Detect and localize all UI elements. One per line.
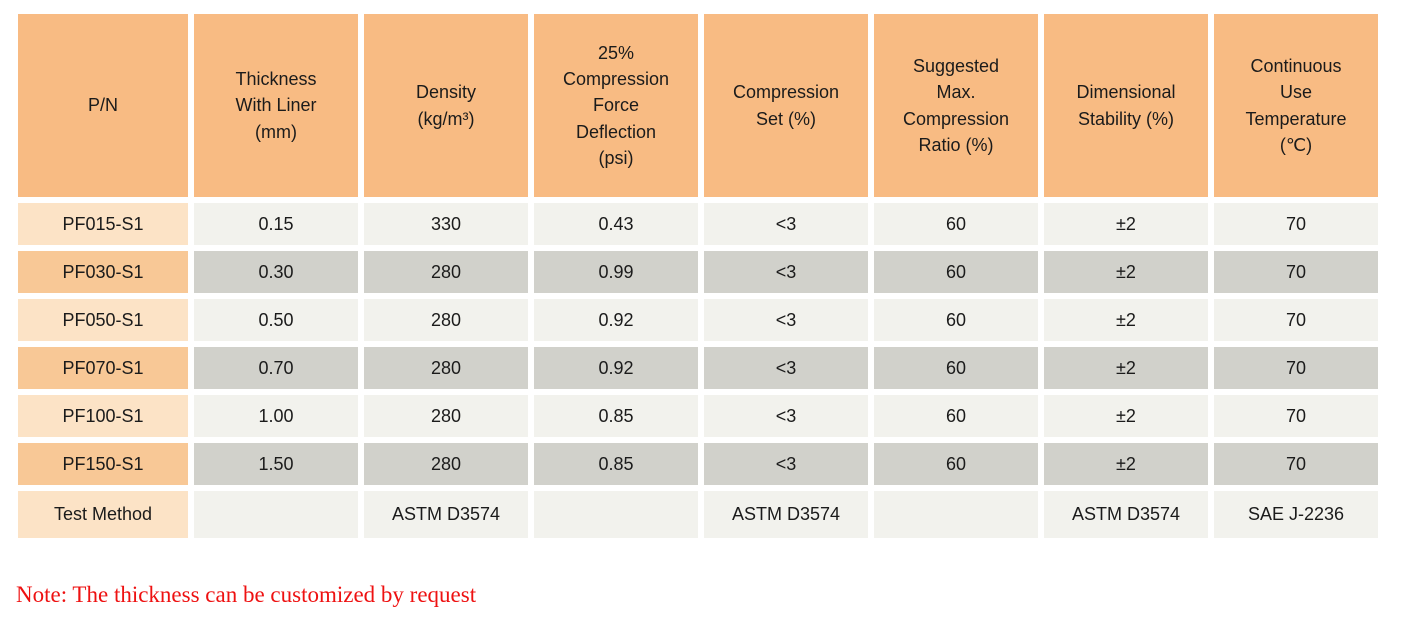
cell-suggested-max-compression-ratio	[874, 491, 1038, 538]
spec-table: P/N Thickness With Liner (mm) Density (kg/…	[12, 8, 1384, 544]
cell-thickness-with-liner: 0.15	[194, 203, 358, 245]
cell-continuous-use-temperature: 70	[1214, 443, 1378, 485]
col-header-compression-force-deflection: 25% Compression Force Deflection (psi)	[534, 14, 698, 197]
cell-thickness-with-liner: 0.70	[194, 347, 358, 389]
cell-compression-set: <3	[704, 203, 868, 245]
cell-suggested-max-compression-ratio: 60	[874, 299, 1038, 341]
cell-density: 280	[364, 251, 528, 293]
col-header-dimensional-stability: Dimensional Stability (%)	[1044, 14, 1208, 197]
pn-cell: PF050-S1	[18, 299, 188, 341]
cell-suggested-max-compression-ratio: 60	[874, 443, 1038, 485]
cell-density: 280	[364, 395, 528, 437]
cell-continuous-use-temperature: 70	[1214, 395, 1378, 437]
cell-thickness-with-liner: 0.30	[194, 251, 358, 293]
col-header-pn: P/N	[18, 14, 188, 197]
table-header: P/N Thickness With Liner (mm) Density (kg/…	[18, 14, 1378, 197]
pn-cell: PF015-S1	[18, 203, 188, 245]
pn-cell: PF030-S1	[18, 251, 188, 293]
cell-density: 330	[364, 203, 528, 245]
spec-table-container: P/N Thickness With Liner (mm) Density (kg/…	[12, 8, 1384, 544]
row-pf030-s1: PF030-S1 0.30 280 0.99 <3 60 ±2 70	[18, 251, 1378, 293]
pn-cell: PF150-S1	[18, 443, 188, 485]
cell-thickness-with-liner	[194, 491, 358, 538]
col-header-continuous-use-temperature: Continuous Use Temperature (℃)	[1214, 14, 1378, 197]
row-pf050-s1: PF050-S1 0.50 280 0.92 <3 60 ±2 70	[18, 299, 1378, 341]
cell-density: 280	[364, 299, 528, 341]
cell-dimensional-stability: ±2	[1044, 299, 1208, 341]
cell-thickness-with-liner: 0.50	[194, 299, 358, 341]
cell-continuous-use-temperature: 70	[1214, 203, 1378, 245]
row-pf150-s1: PF150-S1 1.50 280 0.85 <3 60 ±2 70	[18, 443, 1378, 485]
cell-compression-force-deflection: 0.85	[534, 395, 698, 437]
cell-compression-set: <3	[704, 251, 868, 293]
cell-compression-force-deflection	[534, 491, 698, 538]
row-pf070-s1: PF070-S1 0.70 280 0.92 <3 60 ±2 70	[18, 347, 1378, 389]
header-row: P/N Thickness With Liner (mm) Density (kg/…	[18, 14, 1378, 197]
pn-cell: PF070-S1	[18, 347, 188, 389]
cell-density: 280	[364, 347, 528, 389]
cell-compression-set: <3	[704, 443, 868, 485]
row-pf015-s1: PF015-S1 0.15 330 0.43 <3 60 ±2 70	[18, 203, 1378, 245]
cell-dimensional-stability: ASTM D3574	[1044, 491, 1208, 538]
cell-density: 280	[364, 443, 528, 485]
col-header-thickness-with-liner: Thickness With Liner (mm)	[194, 14, 358, 197]
row-test-method: Test Method ASTM D3574 ASTM D3574 ASTM D357…	[18, 491, 1378, 538]
cell-thickness-with-liner: 1.00	[194, 395, 358, 437]
cell-continuous-use-temperature: 70	[1214, 347, 1378, 389]
cell-compression-force-deflection: 0.92	[534, 347, 698, 389]
cell-dimensional-stability: ±2	[1044, 443, 1208, 485]
cell-compression-force-deflection: 0.43	[534, 203, 698, 245]
cell-compression-set: <3	[704, 395, 868, 437]
col-header-density: Density (kg/m³)	[364, 14, 528, 197]
cell-suggested-max-compression-ratio: 60	[874, 251, 1038, 293]
cell-compression-set: ASTM D3574	[704, 491, 868, 538]
col-header-compression-set: Compression Set (%)	[704, 14, 868, 197]
cell-suggested-max-compression-ratio: 60	[874, 347, 1038, 389]
cell-continuous-use-temperature: SAE J-2236	[1214, 491, 1378, 538]
cell-density: ASTM D3574	[364, 491, 528, 538]
cell-compression-set: <3	[704, 347, 868, 389]
cell-dimensional-stability: ±2	[1044, 203, 1208, 245]
cell-thickness-with-liner: 1.50	[194, 443, 358, 485]
cell-suggested-max-compression-ratio: 60	[874, 203, 1038, 245]
cell-compression-force-deflection: 0.92	[534, 299, 698, 341]
cell-compression-force-deflection: 0.85	[534, 443, 698, 485]
col-header-suggested-max-compression-ratio: Suggested Max. Compression Ratio (%)	[874, 14, 1038, 197]
cell-compression-force-deflection: 0.99	[534, 251, 698, 293]
table-body: PF015-S1 0.15 330 0.43 <3 60 ±2 70 PF030-S1 0.30 2…	[18, 203, 1378, 538]
cell-compression-set: <3	[704, 299, 868, 341]
cell-continuous-use-temperature: 70	[1214, 299, 1378, 341]
cell-dimensional-stability: ±2	[1044, 395, 1208, 437]
cell-continuous-use-temperature: 70	[1214, 251, 1378, 293]
cell-suggested-max-compression-ratio: 60	[874, 395, 1038, 437]
cell-dimensional-stability: ±2	[1044, 251, 1208, 293]
pn-cell: PF100-S1	[18, 395, 188, 437]
cell-dimensional-stability: ±2	[1044, 347, 1208, 389]
row-pf100-s1: PF100-S1 1.00 280 0.85 <3 60 ±2 70	[18, 395, 1378, 437]
note-text: Note: The thickness can be customized by…	[16, 582, 477, 607]
pn-cell: Test Method	[18, 491, 188, 538]
